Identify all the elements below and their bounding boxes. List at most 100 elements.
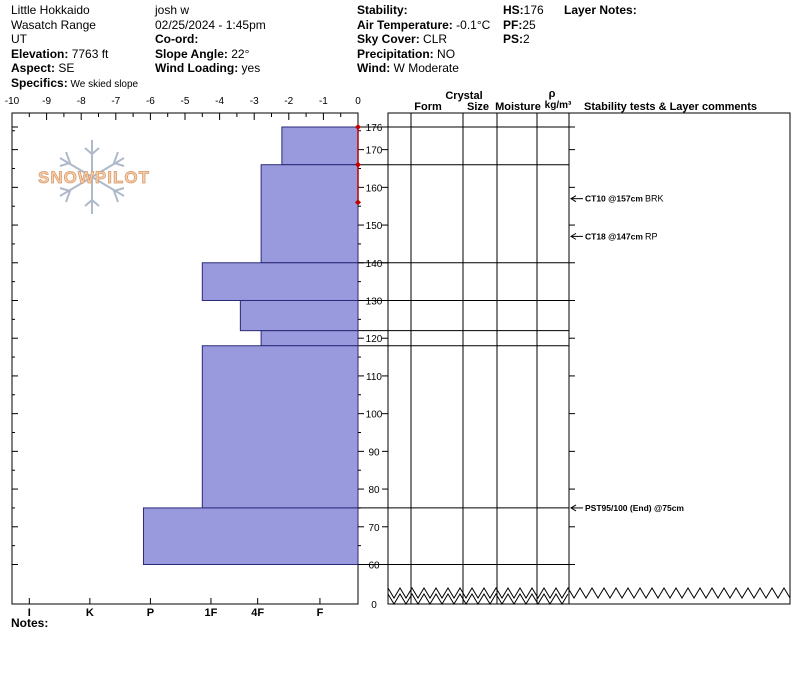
wind: Wind: W Moderate [357,61,490,76]
hardness-axis: I K P 1F 4F F [28,598,324,619]
temp-tick-label: -5 [181,96,190,107]
header-middle: josh w 02/25/2024 - 1:45pm Co-ord: Slope… [155,3,266,76]
wind-value: W Moderate [390,61,459,75]
height-tick-label: 130 [366,296,383,307]
ps-value: 2 [523,32,530,46]
stability-test-label: CT10 @157cm [585,194,643,204]
observer: josh w [155,3,190,17]
break-zigzag-upper [387,587,791,599]
header-left: Little Hokkaido Wasatch Range UT Elevati… [11,3,138,92]
height-tick-label: 90 [368,447,380,458]
coord: Co-ord: [155,32,266,47]
height-axis: 176 170 160 150 140 130 120 110 100 90 80 70 60 0 [12,123,575,611]
density-header: kg/m³ [545,100,572,111]
stability-header: Stability tests & Layer comments [584,101,757,113]
hardness-layer-bar [142,507,359,566]
temperature-axis: -10 -9 -8 -7 -6 -5 -4 -3 -2 -1 0 [5,96,361,120]
rho-header: ρ [549,88,556,100]
hardness-layer-bar [201,262,359,301]
stability-label: Stability: [357,3,408,17]
snowflake-icon: SNOWPILOT [38,140,150,214]
hardness-tick-label: F [317,607,324,619]
slope-label: Slope Angle: [155,46,228,61]
precip-value: NO [433,46,456,61]
slope-angle: Slope Angle: 22° [155,47,266,62]
layer-notes-label: Layer Notes: [564,3,637,17]
size-header: Size [467,101,489,113]
elevation-label: Elevation: [11,46,69,61]
form-header: Form [414,101,442,113]
height-tick-label: 80 [368,485,380,496]
hs: HS:176 [503,3,544,18]
hs-label: HS: [503,3,524,17]
specifics: Specifics: We skied slope [11,76,138,93]
stability-test-label: CT18 @147cm [585,231,643,241]
stability-test-fracture: RP [645,231,658,241]
temp-tick-label: -1 [319,96,328,107]
air-temperature: Air Temperature: -0.1°C [357,18,490,33]
temp-tick-label: -9 [42,96,51,107]
temperature-point [355,199,361,206]
temp-tick-label: 0 [355,96,361,107]
break-zigzag-lower [387,593,569,605]
logo-text: SNOWPILOT [38,168,150,187]
snowpilot-logo: SNOWPILOT [30,138,160,223]
crystal-header: Crystal [445,90,482,102]
height-tick-label: 70 [368,523,380,534]
pf-value: 25 [522,17,536,32]
crystal-table: Crystal Form Size Moisture ρ kg/m³ Stabi… [414,88,757,113]
height-tick-label: 176 [366,123,383,134]
aspect: Aspect: SE [11,61,138,76]
sky-value: CLR [419,32,448,46]
wind-loading-value: yes [238,61,261,75]
hardness-tick-label: K [86,607,94,619]
height-tick-label: 0 [371,600,377,611]
temp-tick-label: -6 [146,96,155,107]
temp-tick-label: -2 [284,96,293,107]
table-border [387,112,791,605]
hs-value: 176 [523,3,544,17]
specifics-value: We skied slope [67,78,139,90]
wind-loading: Wind Loading: yes [155,61,266,76]
coord-label: Co-ord: [155,32,199,46]
state-name: UT [11,32,27,46]
aspect-value: SE [55,61,75,75]
aspect-label: Aspect: [11,61,56,75]
elevation: Elevation: 7763 ft [11,47,138,62]
air-temp-value: -0.1°C [452,17,491,32]
header-weather: Stability: Air Temperature: -0.1°C Sky C… [357,3,490,76]
precipitation: Precipitation: NO [357,47,490,62]
height-tick-label: 160 [366,183,383,194]
stability-test-arrow-head [570,232,577,240]
hardness-layer-bar [201,345,359,509]
height-tick-label: 140 [366,259,383,270]
sky-cover: Sky Cover: CLR [357,32,490,47]
hardness-tick-label: I [28,607,31,619]
height-tick-label: 170 [366,146,383,157]
datetime: 02/25/2024 - 1:45pm [155,17,266,32]
temperature-point [355,161,361,168]
hardness-tick-label: 1F [205,607,218,619]
hardness-tick-label: P [147,607,154,619]
stability-tests: CT10 @157cm BRK CT18 @147cm RP PST95/100 (En… [570,194,684,513]
temp-tick-label: -10 [5,96,20,107]
wind-label: Wind: [357,61,391,75]
hardness-tick-label: 4F [251,607,264,619]
hardness-layers [142,126,359,566]
temp-tick-label: -8 [77,96,86,107]
temp-tick-label: -7 [111,96,120,107]
hardness-layer-bar [260,330,359,347]
temp-tick-label: -4 [215,96,224,107]
stability-test-arrow-head [570,504,577,512]
header-snow: HS:176 PF:25 PS:2 [503,3,544,47]
pf-label: PF: [503,17,523,32]
height-tick-label: 100 [366,410,383,421]
hardness-layer-bar [281,126,359,166]
precip-label: Precipitation: [357,46,434,61]
hardness-layer-bar [239,299,359,332]
stability-test-fracture: BRK [645,194,664,204]
temp-tick-label: -3 [250,96,259,107]
temperature-point [355,124,361,130]
header-layer-notes: Layer Notes: [564,3,637,18]
